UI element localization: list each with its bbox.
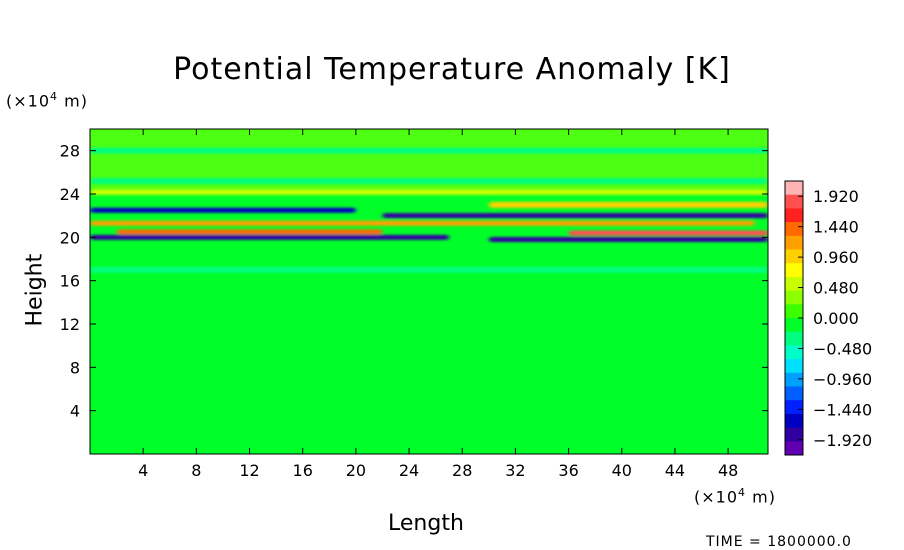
anomaly-band-7	[488, 201, 768, 208]
x-axis-label: Length	[388, 511, 464, 536]
plot-frame	[89, 128, 769, 455]
colorbar-swatch	[785, 290, 803, 305]
colorbar-swatch	[785, 249, 803, 264]
field-layers	[90, 129, 768, 273]
colorbar-swatch	[785, 318, 803, 333]
y-tick-label: 20	[60, 228, 80, 247]
x-tick-label: 36	[558, 461, 578, 480]
colorbar-swatch	[785, 386, 803, 401]
colorbar-label: −1.920	[813, 431, 872, 450]
heatmap-plot	[89, 128, 769, 455]
colorbar-swatch	[785, 372, 803, 387]
x-tick-label: 48	[718, 461, 738, 480]
y-tick-label: 8	[70, 358, 80, 377]
anomaly-band-4	[90, 207, 356, 213]
colorbar-swatch	[785, 222, 803, 237]
anomaly-band-0	[90, 234, 449, 240]
anomaly-band-6	[568, 230, 768, 236]
colorbar-swatch	[785, 359, 803, 374]
x-tick-label: 20	[346, 461, 366, 480]
x-tick-label: 40	[612, 461, 632, 480]
x-axis-ticks: 4 8 12 16 20 24 28 32 36 40 44 48	[138, 129, 738, 480]
chart-title: Potential Temperature Anomaly [K]	[173, 52, 731, 87]
colorbar-swatch	[785, 263, 803, 278]
time-readout: TIME = 1800000.0	[706, 534, 852, 550]
anomaly-band-11	[90, 147, 768, 154]
y-tick-label: 28	[60, 142, 80, 161]
colorbar-swatch	[785, 194, 803, 209]
x-tick-label: 12	[239, 461, 259, 480]
colorbar-label: −0.480	[813, 339, 872, 358]
anomaly-band-8	[90, 188, 768, 195]
y-axis-ticks: 4 8 12 16 20 24 28	[60, 142, 768, 421]
colorbar-swatch	[785, 208, 803, 223]
anomaly-bands	[90, 147, 768, 273]
x-tick-label: 24	[399, 461, 419, 480]
colorbar-swatch	[785, 276, 803, 292]
colorbar-swatch	[785, 304, 803, 319]
anomaly-band-1	[116, 229, 383, 235]
anomaly-band-3	[382, 213, 768, 219]
colorbar-label: 1.920	[813, 187, 859, 206]
y-tick-label: 12	[60, 315, 80, 334]
x-tick-label: 32	[505, 461, 525, 480]
colorbar-swatch	[785, 345, 803, 360]
colorbar-swatch	[785, 413, 803, 429]
y-tick-label: 4	[70, 402, 80, 421]
y-tick-label: 24	[60, 185, 80, 204]
colorbar-swatch	[785, 181, 803, 196]
x-tick-label: 16	[293, 461, 313, 480]
x-tick-label: 28	[452, 461, 472, 480]
colorbar-swatch	[785, 235, 803, 250]
colorbar-swatch	[785, 427, 803, 442]
colorbar-swatch	[785, 331, 803, 346]
anomaly-band-2	[90, 220, 755, 226]
colorbar-label: −1.440	[813, 400, 872, 419]
colorbar-label: 0.960	[813, 248, 859, 267]
colorbar: 1.920 1.440 0.960 0.480 0.000 −0.480 −0.960 −1.…	[784, 180, 872, 456]
anomaly-band-5	[488, 237, 768, 242]
x-tick-label: 44	[665, 461, 685, 480]
y-axis-unit: (×104 m)	[6, 90, 88, 111]
colorbar-label: 0.480	[813, 279, 859, 298]
x-tick-label: 8	[191, 461, 201, 480]
colorbar-swatch	[785, 400, 803, 415]
colorbar-label: 1.440	[813, 218, 859, 237]
anomaly-band-10	[90, 266, 768, 273]
colorbar-swatch	[785, 441, 803, 456]
colorbar-label: −0.960	[813, 370, 872, 389]
colorbar-label: 0.000	[813, 309, 859, 328]
x-axis-unit: (×104 m)	[694, 486, 776, 507]
y-tick-label: 16	[60, 272, 80, 291]
anomaly-band-9	[90, 178, 768, 184]
x-tick-label: 4	[138, 461, 148, 480]
